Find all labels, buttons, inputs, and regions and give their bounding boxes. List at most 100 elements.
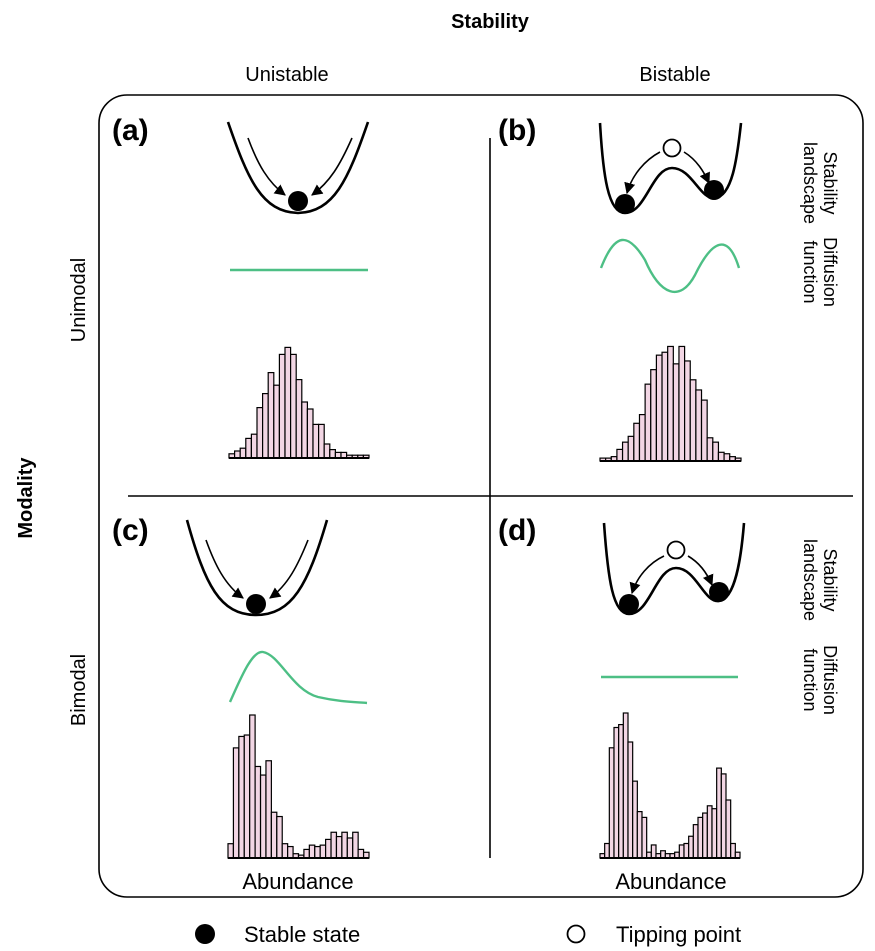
stable-state-dot-d-left (619, 594, 639, 614)
landscape-curve-c (185, 519, 329, 617)
histogram-bar-d (632, 780, 638, 859)
arrow-left-d (629, 555, 665, 595)
histogram-bar-d (720, 773, 727, 859)
histogram-bar-a (312, 423, 320, 459)
histogram-bar-a (245, 437, 253, 459)
arrow-left-b (624, 151, 661, 195)
side-label-diffusion-line1-d: Diffusion (820, 645, 840, 715)
stable-state-dot-a (288, 191, 308, 211)
histogram-bar-b (706, 437, 714, 462)
side-label-landscape-line1-b: Stability (820, 151, 840, 214)
legend-stable-state-icon (195, 924, 215, 944)
histogram-bar-a (278, 353, 286, 459)
histogram-bar-c (232, 747, 240, 859)
panel-d (599, 522, 746, 859)
x-axis-label-left: Abundance (242, 869, 353, 894)
histogram-bar-d (604, 842, 610, 859)
arrow-left-c (205, 539, 244, 599)
histogram-bar-a (239, 447, 247, 459)
landscape-curve-d (602, 522, 746, 616)
histogram-bar-c (270, 811, 278, 859)
histogram-bar-b (638, 414, 646, 462)
histogram-bar-b (655, 354, 663, 462)
side-label-landscape-line2-d: landscape (800, 539, 820, 621)
histogram-bar-d (688, 835, 694, 859)
panel-label-a: (a) (112, 114, 149, 147)
panel-b (598, 122, 743, 462)
histogram-bar-c (276, 815, 283, 859)
histogram-bar-a (318, 423, 325, 459)
histogram-bar-c (357, 848, 365, 859)
row-label-bimodal: Bimodal (68, 654, 90, 726)
histogram-bar-a (329, 449, 336, 459)
landscape-curve-a (226, 121, 370, 215)
histogram-bar-b (627, 435, 635, 462)
histogram-bar-d (618, 723, 624, 859)
histogram-bar-b (717, 451, 725, 462)
histogram-bar-c (308, 844, 316, 859)
histogram-bar-a (323, 443, 331, 459)
histogram-bar-c (303, 848, 310, 859)
histogram-bar-b (723, 453, 731, 462)
histogram-bar-b (700, 399, 708, 462)
histogram-bar-b (678, 345, 686, 462)
histogram-bar-d (730, 842, 736, 859)
stable-state-dot-d-right (709, 582, 729, 602)
legend-tipping-point-label: Tipping point (616, 922, 741, 947)
histogram-bar-c (346, 837, 354, 859)
histogram-c (227, 714, 370, 859)
histogram-bar-b (661, 351, 669, 462)
histogram-bar-c (238, 735, 245, 859)
histogram-bar-d (608, 747, 615, 859)
histogram-bar-c (335, 835, 343, 859)
histogram-bar-b (616, 448, 624, 462)
histogram-bar-a (306, 408, 314, 459)
histogram-bar-a (273, 384, 280, 459)
histogram-bar-d (622, 712, 629, 859)
histogram-bar-d (697, 816, 704, 859)
histogram-bar-d (711, 808, 718, 859)
histogram-bar-c (259, 774, 267, 859)
histogram-bar-c (352, 831, 359, 859)
stability-header: Stability (451, 11, 530, 33)
histogram-bar-a (267, 372, 275, 459)
histogram-b (599, 345, 742, 462)
histogram-bar-b (644, 383, 652, 462)
histogram-bar-d (650, 844, 657, 859)
histogram-bar-d (716, 767, 722, 859)
histogram-bar-d (641, 816, 648, 859)
histogram-bar-c (325, 838, 332, 859)
side-label-diffusion-line1-b: Diffusion (820, 237, 840, 307)
histogram-bar-c (249, 714, 256, 859)
figure-frame (98, 94, 864, 898)
histogram-bar-c (254, 765, 262, 859)
histogram-bar-c (341, 831, 348, 859)
histogram-bar-c (265, 760, 272, 859)
row-label-unimodal: Unimodal (68, 258, 90, 342)
histogram-bar-b (633, 422, 641, 462)
arrow-right-b (683, 151, 710, 185)
arrow-right-a (311, 137, 353, 196)
histogram-bar-c (330, 831, 338, 859)
panel-a (226, 121, 370, 459)
histogram-bar-a (295, 379, 303, 459)
x-axis-label-right: Abundance (615, 869, 726, 894)
histogram-a (228, 346, 370, 459)
histogram-bar-a (290, 353, 297, 459)
histogram-bar-a (250, 433, 258, 459)
histogram-bar-b (672, 363, 680, 462)
tipping-point-circle-d (666, 540, 686, 560)
histogram-bar-b (683, 360, 691, 462)
histogram-bar-c (319, 844, 327, 859)
histogram-bar-b (667, 345, 674, 462)
side-label-landscape-line2-b: landscape (800, 142, 820, 224)
histogram-bar-b (689, 379, 697, 462)
histogram-bar-d (660, 850, 666, 859)
histogram-bar-d (683, 842, 690, 859)
histogram-bar-d (678, 844, 685, 859)
legend: Stable state Tipping point (195, 922, 741, 947)
panel-c (185, 519, 370, 859)
histogram-bar-c (287, 845, 294, 859)
histogram-bar-c (243, 734, 251, 859)
